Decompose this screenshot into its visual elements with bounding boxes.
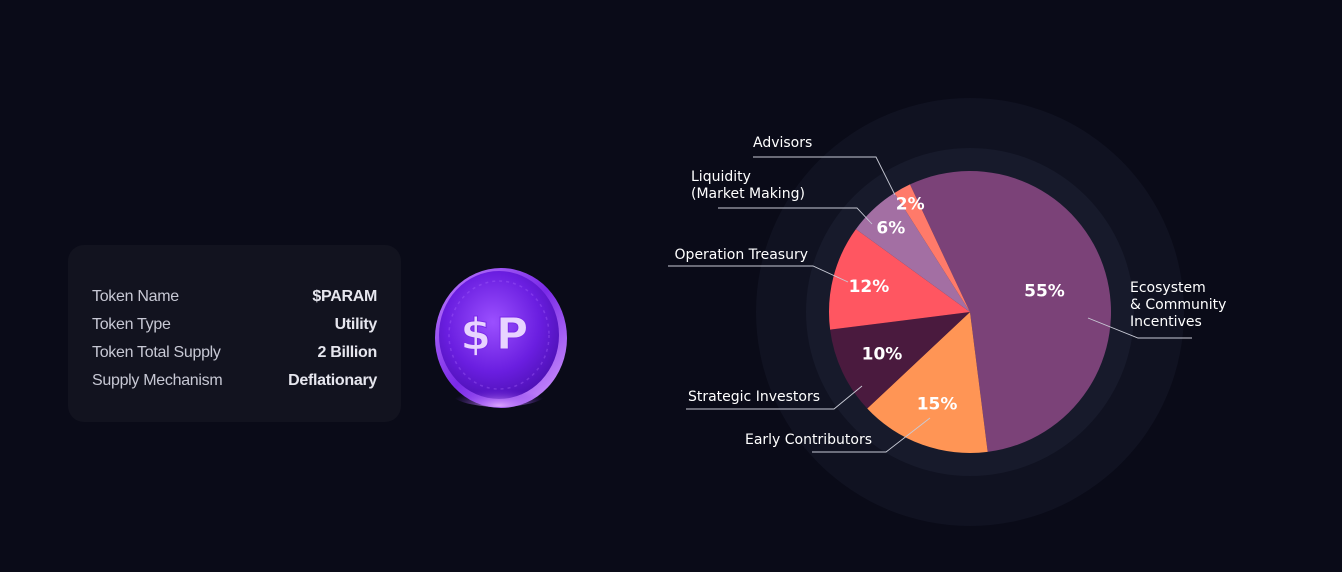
pie-category-label: Operation Treasury [675,247,808,263]
token-row-supply: Token Total Supply 2 Billion [92,339,377,367]
pie-category-label: Liquidity (Market Making) [691,169,805,202]
pie-category-labels: Ecosystem & Community Incentives Early Cont… [675,135,1227,448]
pie-percent-label: 15% [917,395,958,415]
pie-category-label-line: Early Contributors [745,432,872,448]
token-name-value: $PARAM [312,288,377,305]
token-mechanism-value: Deflationary [288,372,377,389]
param-coin-logo: $ P [435,268,567,408]
pie-category-label: Early Contributors [745,432,872,448]
pie-leader-line [812,417,931,453]
pie-percent-label: 55% [1024,281,1065,301]
token-type-value: Utility [334,316,378,333]
coin-glow [449,375,549,407]
coin-inner-ring [448,280,550,390]
pie-percent-label: 6% [876,219,905,239]
token-info-rows: Token Name $PARAM Token Type Utility Tok… [92,283,377,395]
coin-p-glyph: P [496,309,528,360]
pie-category-label-line: Ecosystem [1130,280,1206,296]
token-mechanism-label: Supply Mechanism [92,372,223,389]
pie-percent-label: 12% [849,277,890,297]
pie-leader-line [1087,317,1192,339]
pie-category-label: Ecosystem & Community Incentives [1130,280,1226,330]
pie-category-label: Strategic Investors [688,389,820,405]
pie-slice-advisors [894,184,970,312]
coin-face [439,271,559,399]
token-row-mechanism: Supply Mechanism Deflationary [92,367,377,395]
pie-slice-ecosystem [909,171,1112,452]
pie-slices [829,171,1112,453]
pie-percent-label: 10% [862,344,903,364]
pie-leader-line [753,156,896,196]
token-info-card: Token Name $PARAM Token Type Utility Tok… [68,245,401,422]
pie-category-label-line: (Market Making) [691,186,805,202]
token-row-type: Token Type Utility [92,311,377,339]
pie-slice-early-contributors [867,312,988,453]
token-supply-value: 2 Billion [317,344,377,361]
token-name-label: Token Name [92,288,179,305]
pie-category-label-line: Liquidity [691,169,751,185]
pie-leader-line [686,385,863,410]
pie-category-label-line: Strategic Investors [688,389,820,405]
pie-percent-label: 2% [896,194,925,214]
pie-leader-line [718,207,873,225]
token-supply-label: Token Total Supply [92,344,221,361]
pie-category-label: Advisors [753,135,812,151]
coin-dollar-glyph: $ [460,309,491,360]
pie-category-label-line: Advisors [753,135,812,151]
token-type-label: Token Type [92,316,171,333]
pie-percent-labels: 55% 15% 10% 12% 6% 2% [849,194,1065,414]
pie-category-label-line: & Community [1130,297,1226,313]
pie-slice-liquidity [855,192,970,312]
token-row-name: Token Name $PARAM [92,283,377,311]
pie-leader-line [668,265,849,283]
pie-slice-operation-treasury [829,229,970,330]
pie-category-label-line: Operation Treasury [675,247,808,263]
pie-category-label-line: Incentives [1130,314,1202,330]
pie-leader-lines [668,156,1192,453]
pie-slice-strategic-investors [830,312,970,409]
